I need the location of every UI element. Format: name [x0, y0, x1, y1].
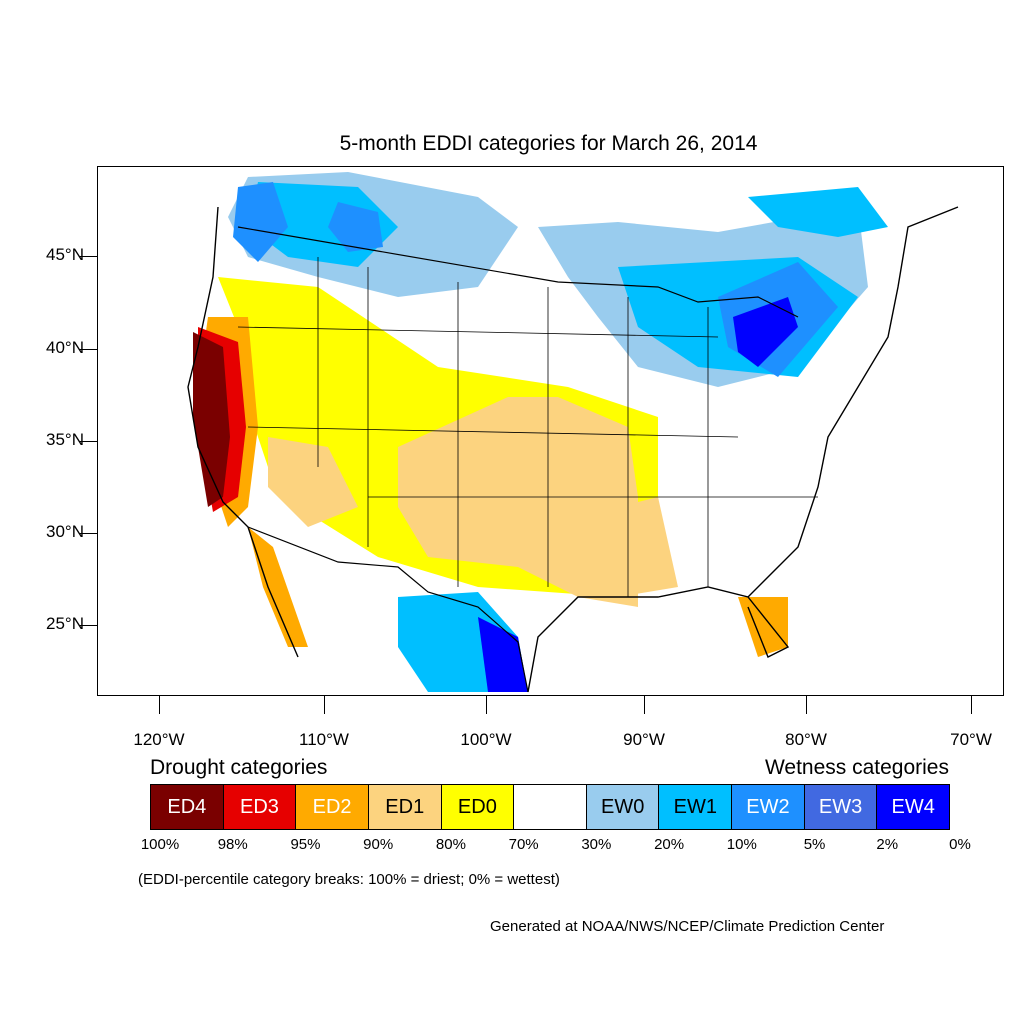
lon-tick-label: 120°W — [133, 730, 185, 749]
legend-break-label: 95% — [290, 836, 321, 853]
dry-region-florida — [738, 597, 788, 657]
legend-box-ed3: ED3 — [223, 785, 297, 829]
map-title: 5-month EDDI categories for March 26, 20… — [339, 132, 758, 155]
lon-tickmark — [159, 696, 160, 714]
dry-region-california-ed4 — [193, 332, 230, 507]
lat-tick-label: 45°N — [46, 245, 84, 264]
lon-tickmark — [971, 696, 972, 714]
legend-break-label: 0% — [949, 836, 971, 853]
credit-line: Generated at NOAA/NWS/NCEP/Climate Predi… — [490, 918, 885, 935]
lat-tickmark — [79, 256, 97, 257]
legend-break-label: 98% — [217, 836, 248, 853]
lon-tick-label: 100°W — [460, 730, 512, 749]
legend-break-label: 70% — [508, 836, 539, 853]
legend-box-ed1: ED1 — [368, 785, 442, 829]
legend-box-ed4: ED4 — [151, 785, 224, 829]
lat-tickmark — [79, 441, 97, 442]
lat-tick-label: 35°N — [46, 430, 84, 449]
legend-box-ew3: EW3 — [804, 785, 878, 829]
wet-region-idaho-core — [328, 202, 383, 252]
wet-region-northeast — [748, 187, 888, 237]
dry-region-baja — [248, 527, 308, 647]
us-canada-border — [237, 226, 799, 318]
lon-tickmark — [486, 696, 487, 714]
legend-box-ew4: EW4 — [877, 785, 950, 829]
wet-region-ontario-core — [733, 297, 798, 367]
legend-box-ew2: EW2 — [732, 785, 805, 829]
wet-region-south-texas-core — [478, 617, 528, 692]
atlantic-coastline — [747, 206, 959, 598]
legend-box-ed0: ED0 — [441, 785, 515, 829]
dry-region-west-ed1 — [268, 437, 358, 527]
wet-region-washington — [233, 182, 288, 262]
legend-break-label: 80% — [435, 836, 466, 853]
category-legend: ED4 ED3 ED2 ED1 ED0 EW0 EW1 EW2 EW3 EW4 — [150, 784, 950, 830]
conus-map — [187, 172, 959, 693]
lon-tickmark — [806, 696, 807, 714]
lat-tickmark — [79, 625, 97, 626]
lat-tickmark — [79, 349, 97, 350]
legend-box-ew1: EW1 — [659, 785, 733, 829]
lon-tick-label: 80°W — [785, 730, 827, 749]
lat-tick-label: 25°N — [46, 614, 84, 633]
lat-tick-label: 30°N — [46, 522, 84, 541]
legend-break-label: 10% — [726, 836, 757, 853]
pacific-coastline — [187, 206, 299, 658]
map-frame — [97, 166, 1004, 696]
us-mexico-border — [247, 526, 529, 693]
legend-break-label: 20% — [654, 836, 685, 853]
legend-box-neutral — [514, 785, 587, 829]
legend-break-label: 2% — [876, 836, 899, 853]
legend-break-label: 30% — [581, 836, 612, 853]
lon-tickmark — [644, 696, 645, 714]
legend-break-label: 5% — [803, 836, 826, 853]
legend-break-label: 90% — [363, 836, 394, 853]
category-note: (EDDI-percentile category breaks: 100% =… — [138, 871, 560, 888]
lat-tick-label: 40°N — [46, 338, 84, 357]
lon-tick-label: 70°W — [950, 730, 992, 749]
wetness-heading: Wetness categories — [764, 756, 949, 779]
lon-tick-label: 110°W — [299, 730, 349, 749]
legend-break-label: 100% — [140, 836, 180, 853]
state-lines — [237, 257, 818, 597]
legend-box-ed2: ED2 — [296, 785, 369, 829]
legend-box-ew0: EW0 — [586, 785, 660, 829]
lat-tickmark — [79, 533, 97, 534]
drought-heading: Drought categories — [150, 756, 328, 779]
lon-tick-label: 90°W — [623, 730, 665, 749]
lon-tickmark — [324, 696, 325, 714]
